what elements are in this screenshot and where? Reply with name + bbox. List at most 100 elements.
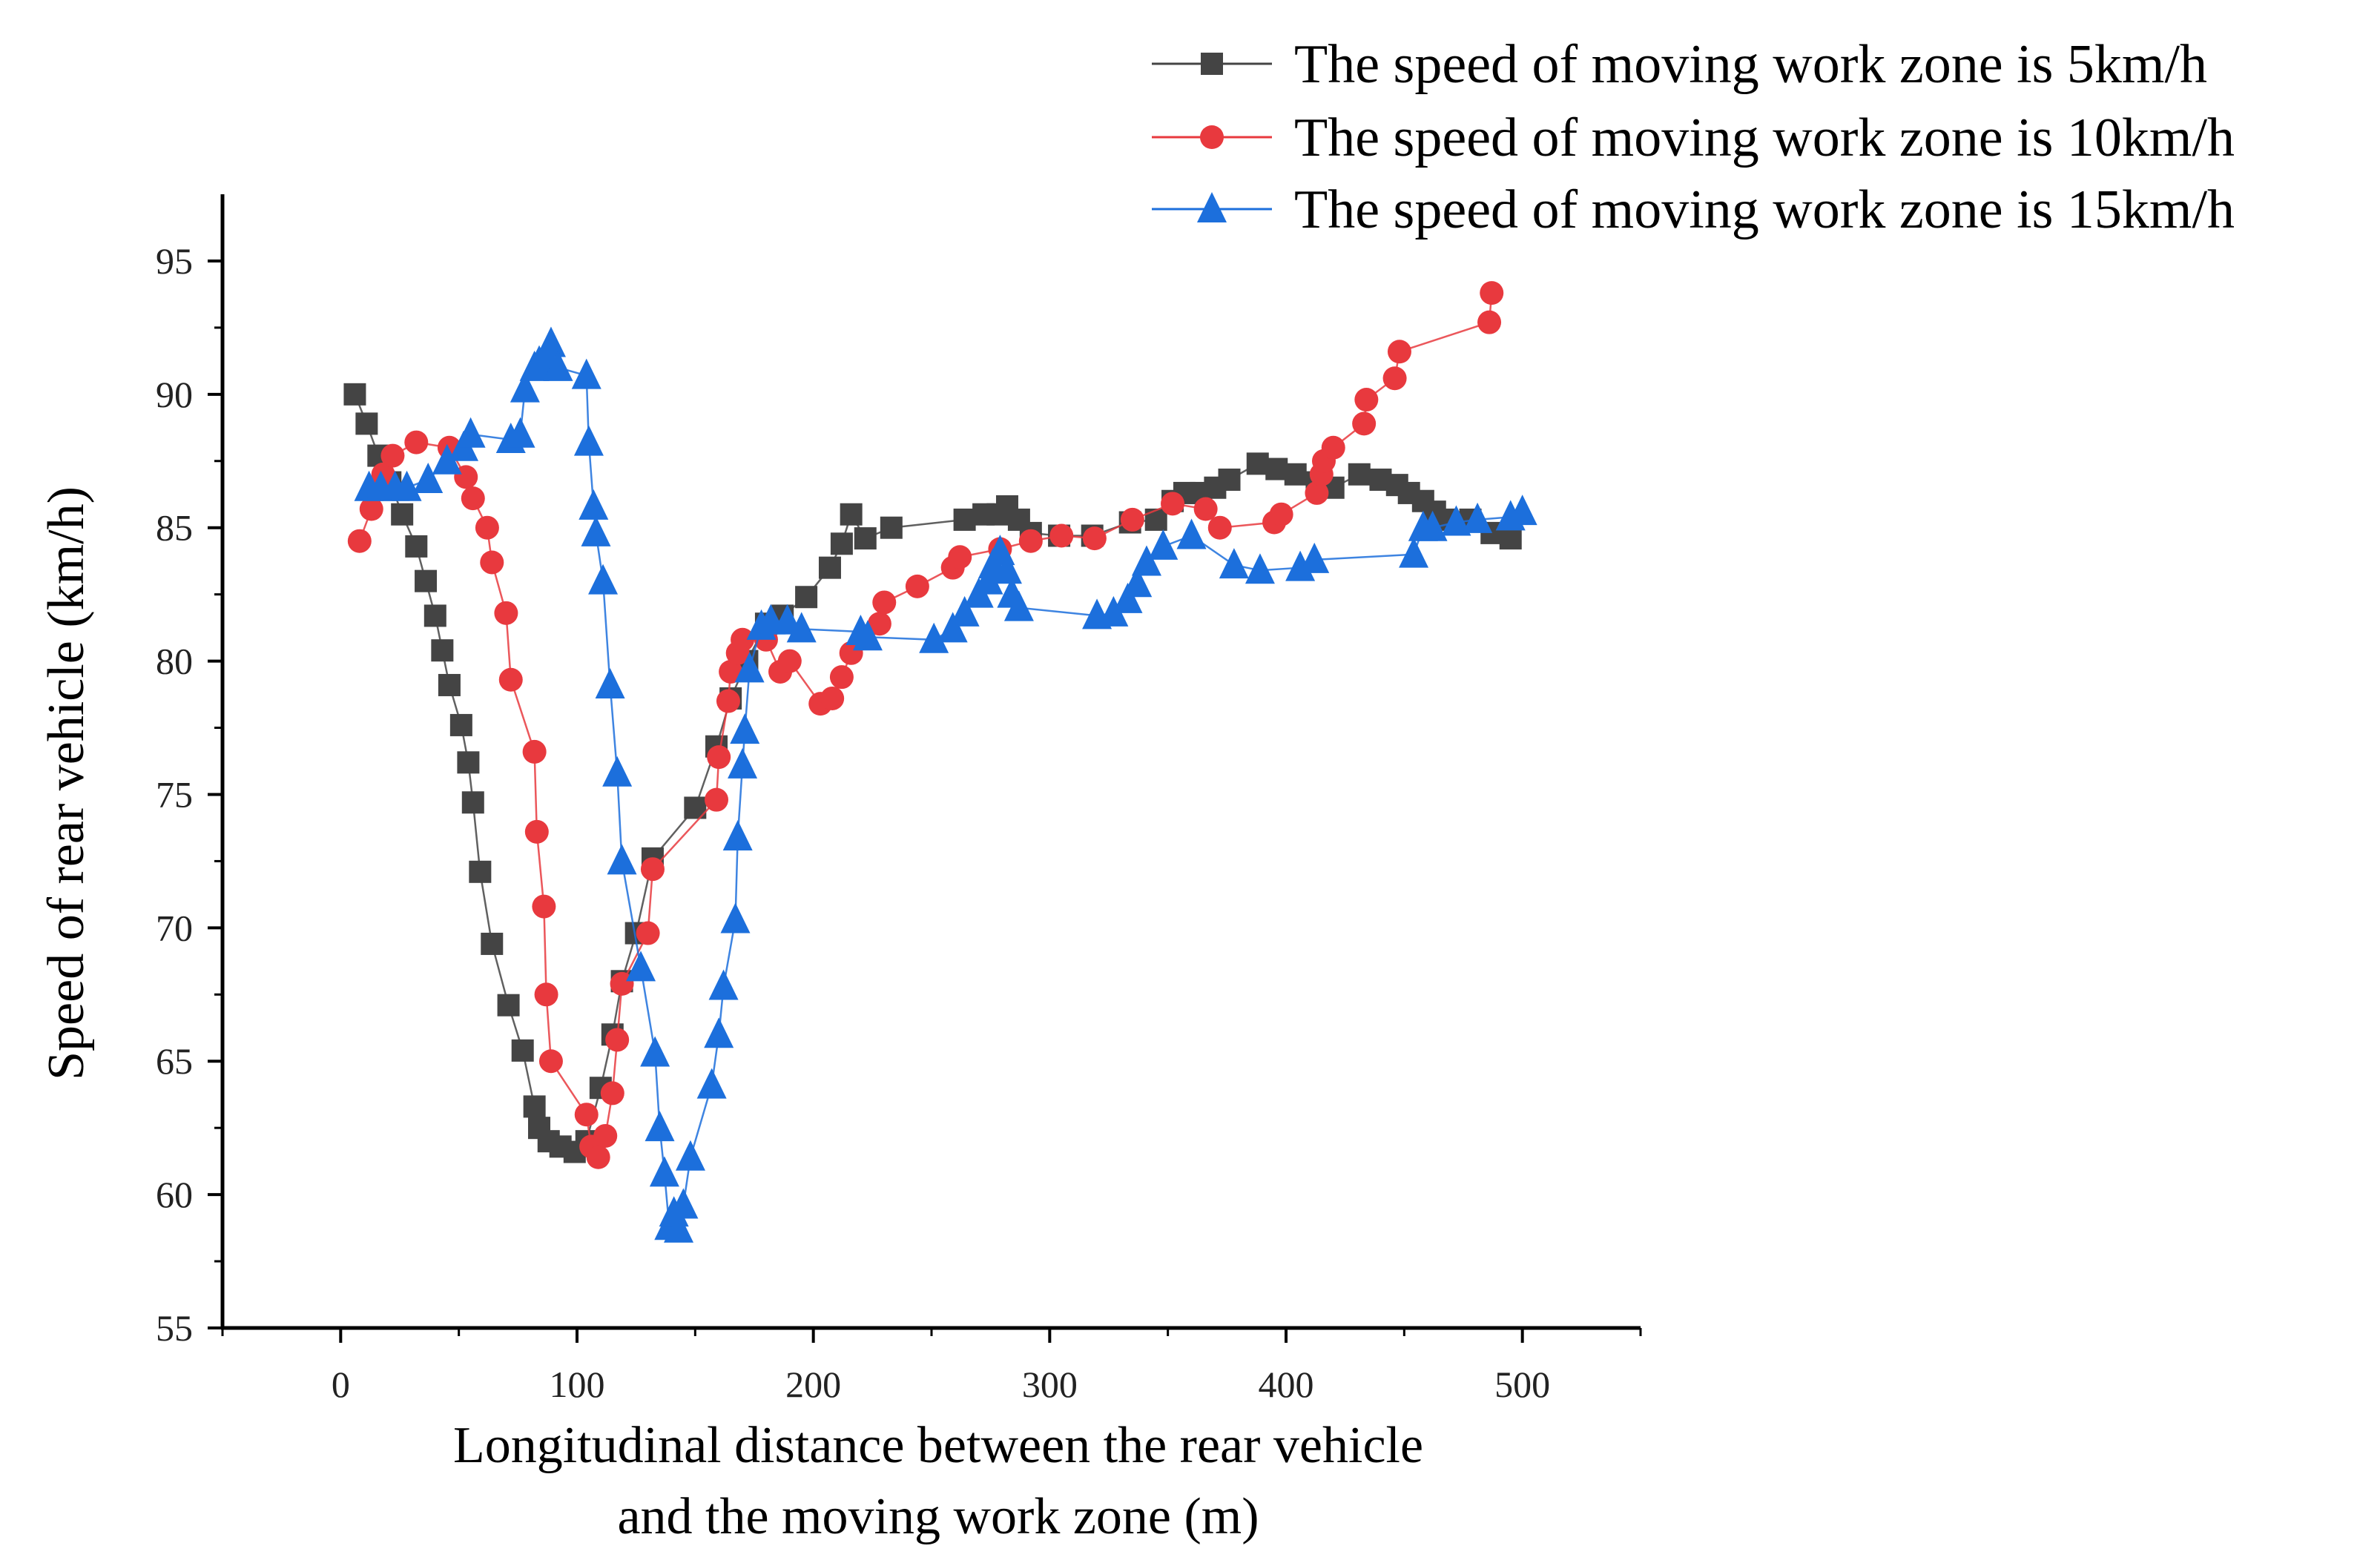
- data-point: [1219, 548, 1249, 579]
- data-point: [1018, 529, 1043, 553]
- data-point: [953, 508, 976, 531]
- data-point: [1176, 518, 1207, 549]
- data-point: [586, 1145, 610, 1169]
- data-point: [1284, 463, 1307, 486]
- data-point: [595, 667, 625, 698]
- y-tick-label: 70: [156, 907, 193, 948]
- data-point: [840, 503, 863, 526]
- data-point: [581, 515, 611, 546]
- data-point: [1399, 537, 1429, 568]
- data-point: [605, 1028, 630, 1052]
- data-point: [668, 1188, 699, 1219]
- data-point: [795, 586, 818, 609]
- y-tick-label: 60: [156, 1174, 193, 1215]
- data-point: [359, 497, 383, 521]
- data-point: [696, 1068, 727, 1099]
- data-point: [524, 819, 549, 844]
- series-1: [343, 383, 1522, 1163]
- data-point: [829, 665, 854, 690]
- data-point: [675, 1140, 705, 1171]
- series-3: [354, 326, 1537, 1243]
- data-point: [707, 745, 731, 770]
- data-point: [571, 358, 601, 389]
- legend: The speed of moving work zone is 5km/h Th…: [1152, 34, 2235, 240]
- data-point: [1082, 526, 1107, 551]
- series-line: [358, 293, 1493, 1160]
- data-point: [728, 747, 758, 779]
- y-axis-label: Speed of rear vehicle (km/h): [38, 486, 95, 1080]
- legend-label: The speed of moving work zone is 10km/h: [1294, 108, 2235, 168]
- data-point: [498, 667, 523, 692]
- x-axis-label-line-1: Longitudinal distance between the rear v…: [453, 1417, 1423, 1474]
- data-point: [1354, 388, 1379, 412]
- data-point: [343, 383, 366, 406]
- data-point: [708, 969, 739, 1000]
- x-axis-label-line-2: and the moving work zone (m): [617, 1488, 1259, 1545]
- data-point: [522, 739, 547, 764]
- data-point: [905, 574, 929, 598]
- data-point: [405, 535, 428, 558]
- data-point: [973, 564, 1003, 595]
- data-point: [475, 515, 499, 540]
- data-point: [992, 553, 1022, 584]
- data-point: [449, 713, 472, 736]
- data-point: [607, 844, 637, 875]
- y-tick-label: 65: [156, 1040, 193, 1082]
- data-point: [640, 857, 665, 882]
- axes: [208, 194, 1642, 1343]
- y-tick-label: 85: [156, 507, 193, 549]
- data-point: [852, 620, 883, 651]
- data-point: [593, 1123, 618, 1148]
- data-point: [1131, 545, 1161, 576]
- data-point: [432, 443, 462, 475]
- data-point: [640, 1036, 670, 1067]
- data-point: [497, 994, 520, 1017]
- data-point: [649, 1156, 679, 1187]
- data-point: [1049, 523, 1074, 548]
- data-point: [1499, 527, 1522, 550]
- data-point: [1265, 457, 1288, 480]
- data-point: [937, 612, 968, 643]
- series-2: [347, 281, 1504, 1169]
- data-point: [719, 659, 743, 684]
- data-point: [380, 443, 405, 468]
- data-point: [1245, 553, 1275, 584]
- data-point: [355, 412, 378, 435]
- x-tick-label: 0: [332, 1364, 350, 1405]
- legend-marker: [1197, 192, 1227, 222]
- data-point: [820, 686, 845, 710]
- data-point: [1352, 412, 1377, 436]
- data-point: [1382, 366, 1407, 391]
- data-point: [1477, 310, 1502, 334]
- data-point: [645, 1111, 675, 1142]
- data-point: [404, 430, 429, 455]
- y-tick-label: 75: [156, 773, 193, 815]
- data-point: [1003, 590, 1034, 621]
- data-point: [413, 462, 444, 493]
- data-point: [523, 1095, 546, 1118]
- data-point: [1321, 435, 1345, 460]
- tick-labels: 55 60 65 70 75 80 85 90 95 0 100 200 300 400 500: [156, 240, 1550, 1405]
- data-point: [1299, 542, 1330, 573]
- data-point: [574, 1103, 599, 1127]
- data-point: [1285, 550, 1316, 581]
- y-tick-label: 55: [156, 1307, 193, 1349]
- data-point: [948, 545, 972, 569]
- x-tick-label: 100: [550, 1364, 605, 1405]
- legend-item-3: The speed of moving work zone is 15km/h: [1152, 179, 2235, 240]
- data-point: [392, 470, 422, 501]
- data-point: [664, 1212, 694, 1243]
- data-point: [716, 689, 740, 713]
- data-point: [872, 590, 897, 615]
- legend-label: The speed of moving work zone is 15km/h: [1294, 179, 2235, 240]
- series-layer: [343, 281, 1537, 1243]
- data-point: [1120, 507, 1144, 532]
- data-point: [1305, 480, 1329, 505]
- x-tick-label: 200: [785, 1364, 841, 1405]
- data-point: [818, 556, 841, 579]
- data-point: [1507, 495, 1537, 526]
- data-point: [600, 1081, 624, 1106]
- legend-marker: [1200, 125, 1224, 149]
- data-point: [347, 529, 372, 553]
